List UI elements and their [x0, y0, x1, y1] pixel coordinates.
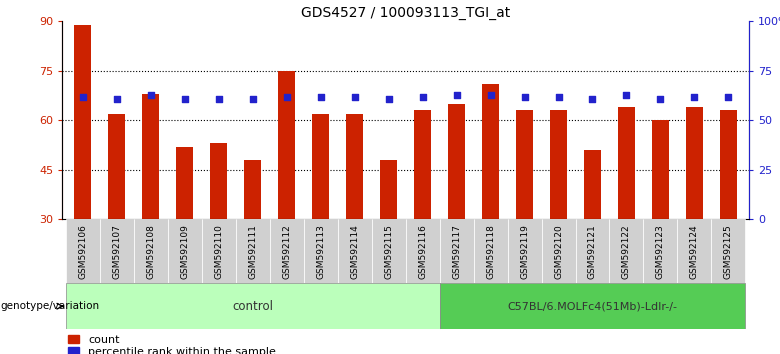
Point	[722, 94, 735, 99]
Point	[587, 96, 599, 101]
FancyBboxPatch shape	[66, 283, 440, 329]
Text: GSM592114: GSM592114	[350, 224, 359, 279]
Text: GSM592108: GSM592108	[146, 224, 155, 279]
Bar	[618, 107, 635, 219]
Title: GDS4527 / 100093113_TGI_at: GDS4527 / 100093113_TGI_at	[301, 6, 510, 20]
Bar	[482, 84, 499, 219]
Bar	[448, 104, 465, 219]
Text: GSM592110: GSM592110	[215, 224, 223, 279]
FancyBboxPatch shape	[576, 219, 609, 283]
FancyBboxPatch shape	[168, 219, 202, 283]
Legend: count, percentile rank within the sample: count, percentile rank within the sample	[68, 335, 276, 354]
Point	[450, 92, 463, 97]
Bar	[414, 110, 431, 219]
Point	[76, 94, 89, 99]
Text: control: control	[232, 300, 273, 313]
Text: GSM592109: GSM592109	[180, 224, 190, 279]
Bar	[550, 110, 567, 219]
Text: GSM592116: GSM592116	[418, 224, 427, 279]
FancyBboxPatch shape	[609, 219, 644, 283]
Point	[417, 94, 429, 99]
Point	[654, 96, 667, 101]
FancyBboxPatch shape	[473, 219, 508, 283]
Point	[552, 94, 565, 99]
FancyBboxPatch shape	[678, 219, 711, 283]
Text: GSM592125: GSM592125	[724, 224, 733, 279]
Bar	[380, 160, 397, 219]
Point	[179, 96, 191, 101]
Point	[484, 92, 497, 97]
Text: GSM592122: GSM592122	[622, 224, 631, 279]
Bar	[176, 147, 193, 219]
Point	[518, 94, 530, 99]
FancyBboxPatch shape	[440, 219, 473, 283]
FancyBboxPatch shape	[100, 219, 133, 283]
Text: GSM592121: GSM592121	[588, 224, 597, 279]
Text: GSM592119: GSM592119	[520, 224, 529, 279]
Point	[281, 94, 293, 99]
Text: GSM592107: GSM592107	[112, 224, 121, 279]
Text: GSM592113: GSM592113	[316, 224, 325, 279]
Bar	[720, 110, 737, 219]
FancyBboxPatch shape	[303, 219, 338, 283]
Bar	[516, 110, 533, 219]
FancyBboxPatch shape	[202, 219, 236, 283]
Text: GSM592115: GSM592115	[384, 224, 393, 279]
FancyBboxPatch shape	[644, 219, 678, 283]
Bar	[244, 160, 261, 219]
FancyBboxPatch shape	[371, 219, 406, 283]
Text: GSM592118: GSM592118	[486, 224, 495, 279]
Text: GSM592120: GSM592120	[554, 224, 563, 279]
Point	[349, 94, 361, 99]
FancyBboxPatch shape	[236, 219, 270, 283]
Bar	[74, 24, 91, 219]
FancyBboxPatch shape	[508, 219, 541, 283]
Text: GSM592106: GSM592106	[78, 224, 87, 279]
FancyBboxPatch shape	[270, 219, 303, 283]
Bar	[108, 114, 126, 219]
Bar	[346, 114, 363, 219]
Point	[382, 96, 395, 101]
FancyBboxPatch shape	[406, 219, 440, 283]
Bar	[278, 71, 295, 219]
Point	[144, 92, 157, 97]
Bar	[312, 114, 329, 219]
Text: GSM592123: GSM592123	[656, 224, 665, 279]
FancyBboxPatch shape	[338, 219, 371, 283]
FancyBboxPatch shape	[133, 219, 168, 283]
Bar	[211, 143, 227, 219]
Point	[212, 96, 225, 101]
FancyBboxPatch shape	[440, 283, 746, 329]
Point	[688, 94, 700, 99]
Bar	[584, 150, 601, 219]
Point	[314, 94, 327, 99]
Bar	[652, 120, 669, 219]
Text: genotype/variation: genotype/variation	[1, 301, 100, 311]
Point	[111, 96, 123, 101]
Text: GSM592111: GSM592111	[248, 224, 257, 279]
Text: C57BL/6.MOLFc4(51Mb)-LdIr-/-: C57BL/6.MOLFc4(51Mb)-LdIr-/-	[508, 301, 678, 311]
FancyBboxPatch shape	[541, 219, 576, 283]
Text: GSM592117: GSM592117	[452, 224, 461, 279]
Point	[620, 92, 633, 97]
Point	[246, 96, 259, 101]
Bar	[686, 107, 703, 219]
FancyBboxPatch shape	[66, 219, 100, 283]
Text: GSM592112: GSM592112	[282, 224, 291, 279]
Bar	[142, 94, 159, 219]
FancyBboxPatch shape	[711, 219, 746, 283]
Text: GSM592124: GSM592124	[690, 224, 699, 279]
